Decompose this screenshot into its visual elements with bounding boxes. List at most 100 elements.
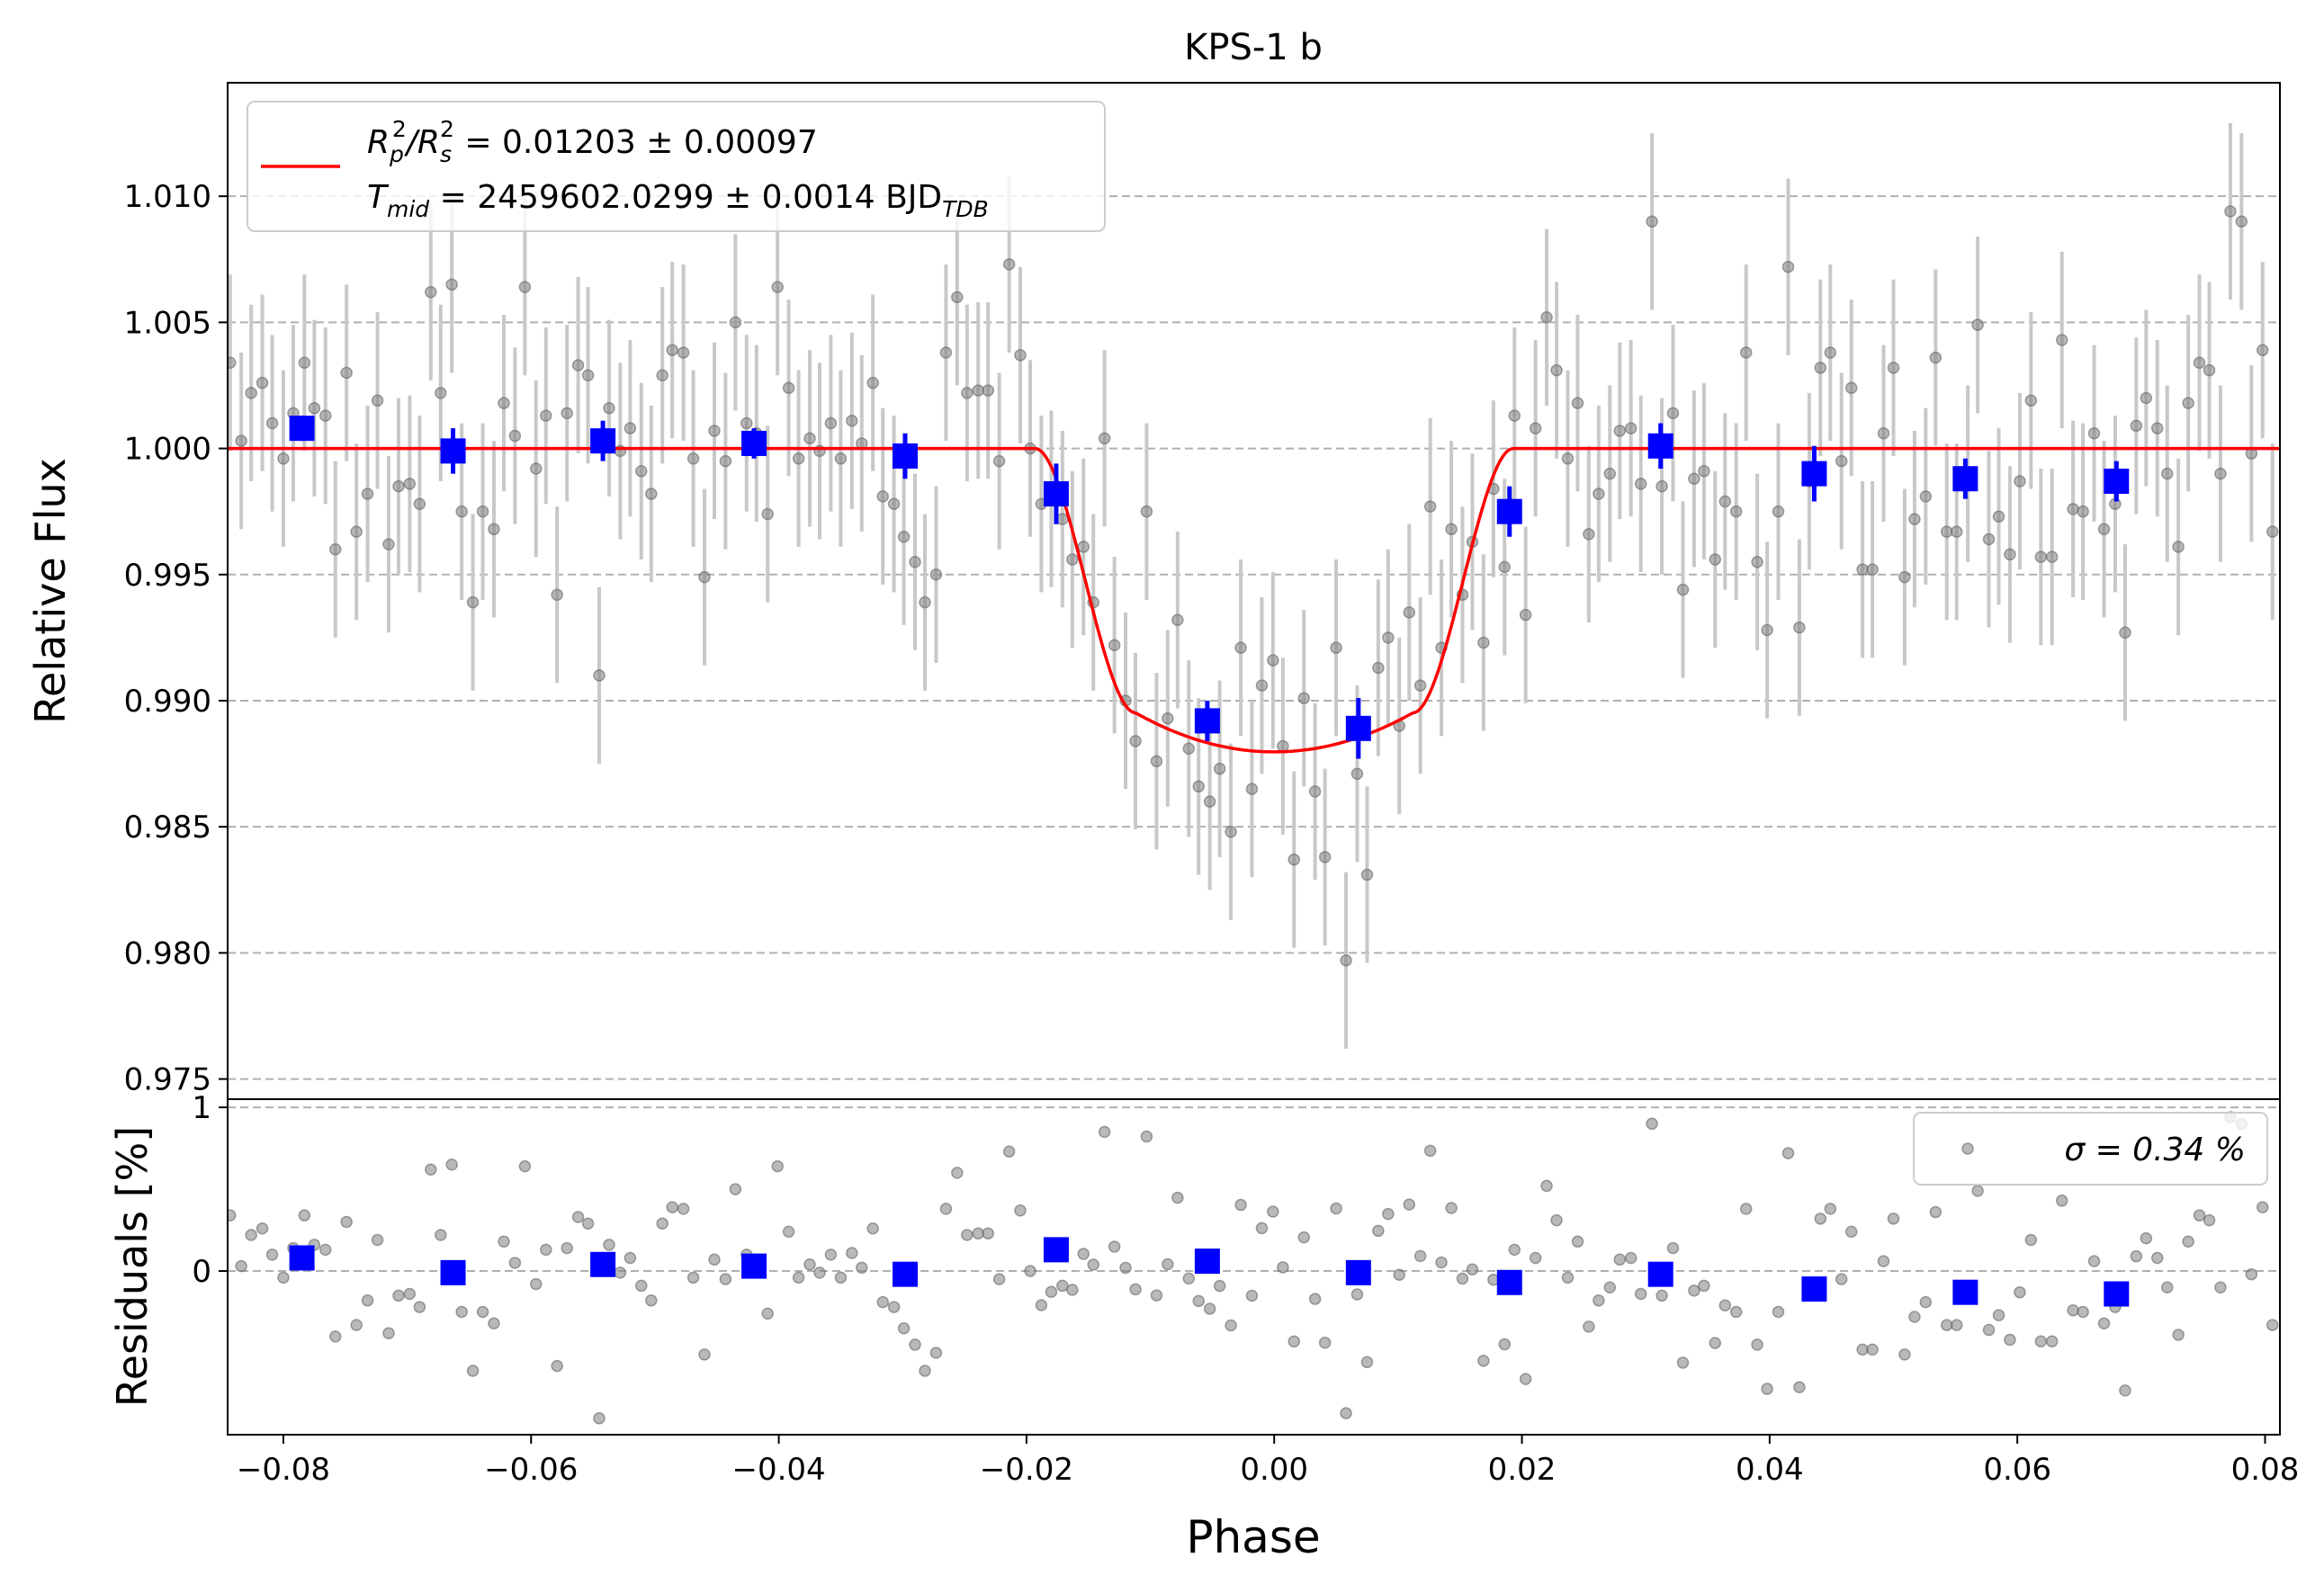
residual-raw-point [2077, 1305, 2089, 1319]
residual-raw-point [876, 1295, 889, 1309]
flux-raw-point [677, 346, 690, 359]
flux-raw-point [656, 369, 668, 382]
flux-raw-point [1213, 762, 1226, 775]
residual-raw-point [1014, 1204, 1027, 1217]
residual-raw-point [1403, 1198, 1416, 1211]
residual-raw-point [1666, 1241, 1680, 1255]
residual-raw-point [919, 1365, 931, 1377]
residual-raw-point [961, 1229, 974, 1241]
residual-raw-point [897, 1321, 911, 1335]
residual-raw-point [2119, 1384, 2131, 1397]
flux-raw-point [435, 387, 447, 399]
residual-raw-point [2055, 1195, 2068, 1207]
residual-raw-point [1308, 1293, 1322, 1305]
flux-y-tick-label: 1.010 [124, 179, 211, 215]
residual-raw-point [392, 1289, 405, 1302]
flux-raw-point [1318, 851, 1332, 864]
flux-raw-point [1225, 826, 1237, 838]
residual-raw-point [298, 1209, 311, 1222]
flux-raw-point [530, 462, 543, 475]
flux-raw-point [340, 366, 353, 380]
residual-raw-point [1940, 1319, 1953, 1331]
x-tick-label: −0.06 [484, 1452, 578, 1488]
flux-raw-point [1656, 479, 1668, 493]
x-tick-label: 0.04 [1736, 1452, 1804, 1488]
residual-raw-point [329, 1330, 342, 1343]
flux-binned-point [1345, 715, 1371, 741]
residual-raw-point [2045, 1335, 2059, 1348]
residual-raw-point [624, 1251, 637, 1265]
residual-raw-point [1982, 1323, 1996, 1337]
flux-binned-points [289, 416, 2130, 759]
flux-raw-point [1171, 613, 1184, 626]
flux-gridlines [228, 195, 2280, 1080]
residual-raw-point [677, 1203, 690, 1215]
residual-raw-point [1140, 1130, 1153, 1143]
residual-raw-point [1466, 1263, 1479, 1275]
residual-binned-point [1801, 1276, 1827, 1302]
residual-raw-point [1950, 1319, 1963, 1331]
residual-raw-point [518, 1159, 532, 1173]
flux-raw-point [740, 416, 753, 430]
residual-raw-point [1087, 1258, 1099, 1271]
residual-raw-point [1445, 1202, 1458, 1214]
flux-raw-point [771, 281, 784, 293]
flux-raw-point [719, 454, 732, 468]
flux-raw-point [686, 452, 700, 465]
residual-binned-point [289, 1245, 315, 1271]
flux-raw-point [961, 387, 974, 399]
residual-raw-point [530, 1277, 543, 1291]
flux-raw-point [508, 429, 522, 443]
residual-raw-point [708, 1253, 721, 1266]
flux-raw-point [403, 478, 417, 490]
flux-binned-point [2104, 469, 2130, 495]
residual-raw-point [824, 1248, 838, 1261]
residual-raw-point [540, 1243, 552, 1257]
residual-raw-point [1739, 1203, 1753, 1215]
residual-raw-point [1814, 1213, 1827, 1225]
x-tick-label: 0.06 [1983, 1452, 2051, 1488]
residual-raw-point [666, 1201, 678, 1213]
flux-raw-point [1950, 525, 1963, 538]
residual-raw-point [445, 1159, 458, 1171]
residual-raw-point [1077, 1248, 1090, 1260]
residual-raw-point [1245, 1289, 1259, 1302]
flux-raw-point [792, 452, 805, 465]
flux-raw-point [1540, 311, 1553, 324]
flux-raw-point [466, 595, 480, 609]
residual-raw-point [1898, 1348, 1911, 1361]
legend-midtransit-time: Tmid = 2459602.0299 ± 0.0014 BJDTDB [367, 179, 989, 222]
residual-raw-point [972, 1227, 984, 1239]
flux-raw-point [1898, 570, 1911, 584]
residual-raw-point [1350, 1288, 1364, 1301]
flux-binned-point [1647, 433, 1673, 459]
flux-raw-point [392, 479, 405, 493]
flux-raw-point [425, 285, 437, 299]
flux-raw-point [2097, 523, 2111, 536]
residual-binned-point [1647, 1261, 1673, 1287]
flux-raw-point [298, 356, 311, 369]
residual-raw-point [1624, 1251, 1638, 1265]
residuals-gridlines [228, 1106, 2280, 1273]
flux-raw-point [1929, 351, 1943, 364]
flux-raw-point [929, 568, 943, 581]
flux-raw-point [2067, 503, 2079, 515]
residual-raw-point [834, 1271, 848, 1284]
flux-raw-point [1477, 636, 1490, 649]
flux-raw-point [1330, 641, 1342, 654]
residual-raw-point [729, 1183, 742, 1195]
residual-raw-point [803, 1258, 816, 1271]
flux-raw-point [992, 454, 1006, 468]
flux-raw-point [951, 291, 964, 304]
x-tick-label: −0.04 [731, 1452, 825, 1488]
residual-raw-point [909, 1338, 921, 1351]
flux-raw-point [1866, 563, 1879, 576]
residual-binned-point [1194, 1248, 1220, 1275]
residual-raw-point [929, 1347, 943, 1359]
residual-raw-point [581, 1217, 595, 1231]
residual-raw-point [228, 1209, 237, 1222]
flux-raw-point [876, 490, 889, 503]
residual-raw-point [2150, 1251, 2164, 1265]
flux-raw-point [1666, 407, 1680, 420]
flux-raw-point [1550, 363, 1563, 377]
